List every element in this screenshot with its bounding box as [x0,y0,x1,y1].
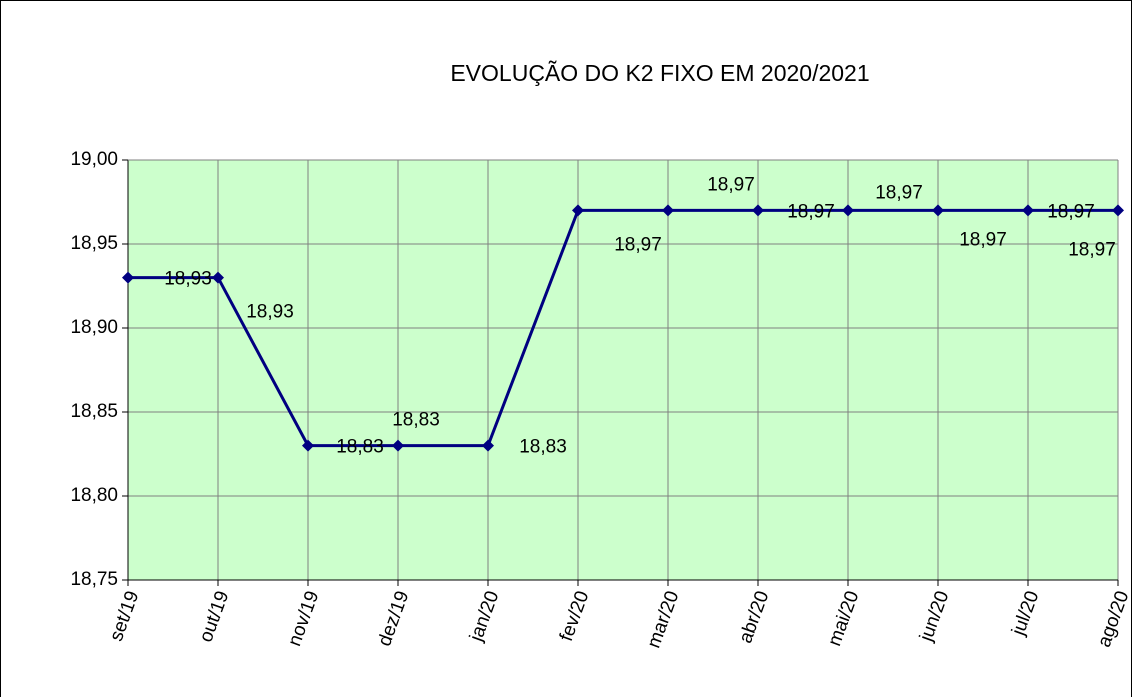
marker [842,204,854,217]
data-label: 18,93 [246,302,294,323]
data-label: 18,83 [336,437,384,458]
data-label: 18,83 [519,437,567,458]
marker [212,271,224,284]
marker [752,204,764,217]
marker [122,271,134,284]
data-label: 18,97 [1047,201,1095,222]
marker [1112,204,1124,217]
y-tick-label: 18,85 [70,401,118,422]
y-tick-label: 18,75 [70,569,118,590]
data-label: 18,97 [959,229,1007,250]
marker [1022,204,1034,217]
marker [662,204,674,217]
data-label: 18,93 [164,269,212,290]
y-tick-label: 18,90 [70,317,118,338]
chart-title: EVOLUÇÃO DO K2 FIXO EM 2020/2021 [450,60,869,86]
line [128,208,1118,448]
marker [932,204,944,217]
data-label: 18,83 [392,410,440,431]
marker [392,439,404,452]
marker [572,204,584,217]
data-label: 18,97 [787,201,835,222]
data-label: 18,97 [1068,239,1116,260]
data-label: 18,97 [875,182,923,203]
marker [302,439,314,452]
data-label: 18,97 [707,174,755,195]
data-label: 18,97 [614,234,662,255]
y-tick-label: 19,00 [70,149,118,170]
plot-area [128,160,1118,580]
y-tick-label: 18,80 [70,485,118,506]
y-tick-label: 18,95 [70,233,118,254]
marker [482,439,494,452]
